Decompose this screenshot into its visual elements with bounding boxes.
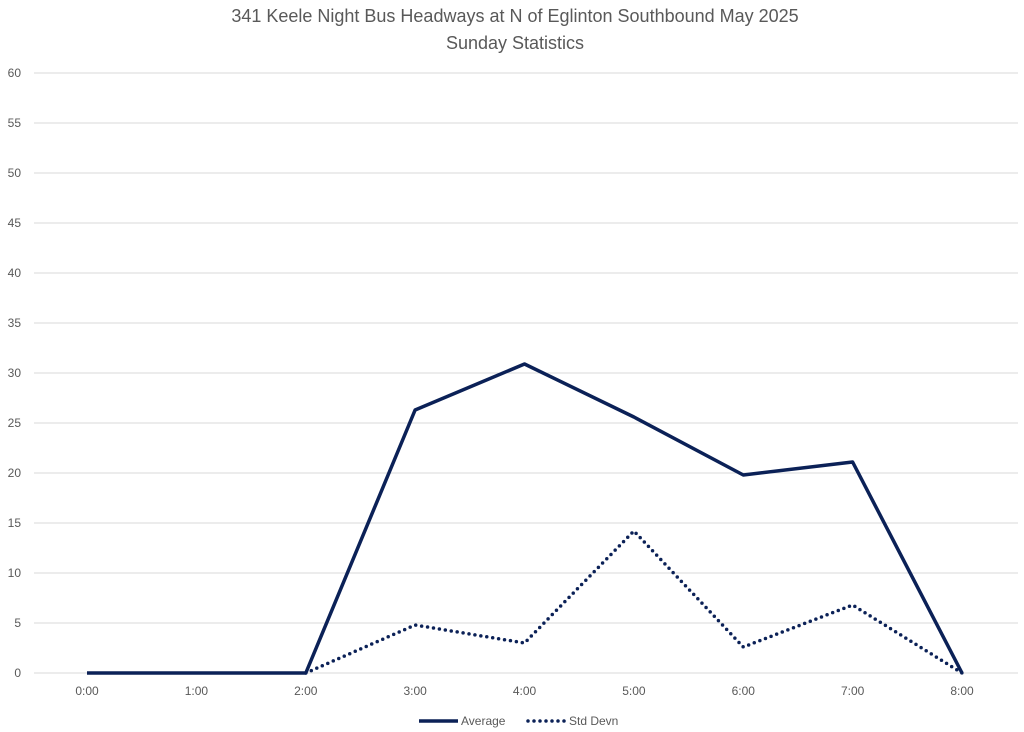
- x-tick-label: 3:00: [403, 684, 427, 698]
- x-tick-label: 6:00: [732, 684, 756, 698]
- legend-label: Average: [461, 714, 506, 728]
- x-axis-ticks: 0:00 1:00 2:00 3:00 4:00 5:00 6:00 7:00 8:00: [75, 684, 974, 698]
- x-tick-label: 1:00: [185, 684, 209, 698]
- chart-title: 341 Keele Night Bus Headways at N of Egl…: [231, 6, 798, 26]
- y-axis-ticks: 0 5 10 15 20 25 30 35 40 45 50 55 60: [8, 66, 22, 680]
- y-tick-label: 25: [8, 416, 22, 430]
- y-tick-label: 15: [8, 516, 22, 530]
- series-line-average: [87, 362, 964, 675]
- y-tick-label: 20: [8, 466, 22, 480]
- x-tick-label: 0:00: [75, 684, 99, 698]
- y-tick-label: 35: [8, 316, 22, 330]
- x-tick-label: 4:00: [513, 684, 537, 698]
- y-tick-label: 55: [8, 116, 22, 130]
- x-tick-label: 2:00: [294, 684, 318, 698]
- series-line-std-devn: [304, 529, 964, 675]
- x-tick-label: 8:00: [950, 684, 974, 698]
- y-tick-label: 40: [8, 266, 22, 280]
- y-tick-label: 50: [8, 166, 22, 180]
- x-tick-label: 5:00: [622, 684, 646, 698]
- y-tick-label: 45: [8, 216, 22, 230]
- legend-label: Std Devn: [569, 714, 618, 728]
- gridlines: [34, 72, 1018, 674]
- x-tick-label: 7:00: [841, 684, 865, 698]
- y-tick-label: 30: [8, 366, 22, 380]
- chart-subtitle: Sunday Statistics: [446, 33, 584, 53]
- y-tick-label: 5: [14, 616, 21, 630]
- y-tick-label: 60: [8, 66, 22, 80]
- legend: Average Std Devn: [419, 714, 618, 728]
- y-tick-label: 10: [8, 566, 22, 580]
- series-lines: [87, 362, 964, 675]
- y-tick-label: 0: [14, 666, 21, 680]
